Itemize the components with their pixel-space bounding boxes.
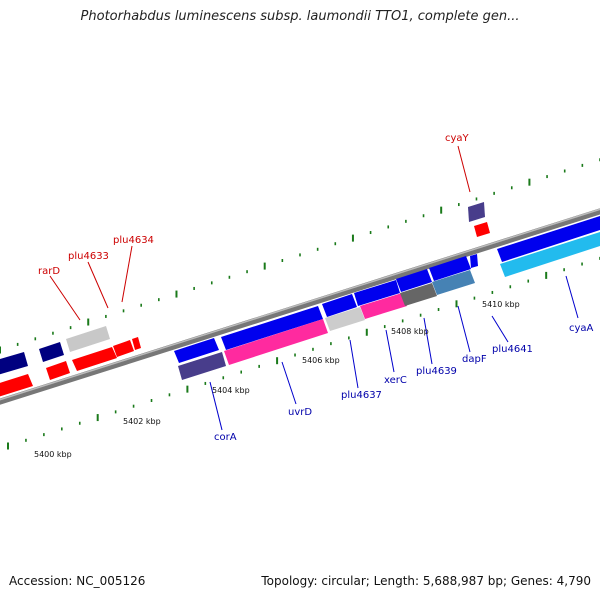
gene-feature[interactable] — [432, 270, 475, 295]
gene-feature[interactable] — [221, 306, 323, 350]
gene-feature[interactable] — [66, 326, 110, 352]
gene-feature[interactable] — [113, 340, 134, 357]
gene-feature[interactable] — [400, 283, 437, 306]
gene-label-corA: corA — [214, 432, 237, 443]
gene-feature[interactable] — [474, 222, 490, 237]
gene-label-plu4639: plu4639 — [416, 366, 457, 377]
gene-label-xerC: xerC — [384, 375, 407, 386]
gene-feature[interactable] — [39, 342, 64, 362]
scale-label: 5402 kbp — [123, 417, 161, 426]
gene-feature[interactable] — [500, 232, 600, 277]
scale-label: 5404 kbp — [212, 386, 250, 395]
gene-feature[interactable] — [360, 293, 407, 319]
gene-label-plu4641: plu4641 — [492, 344, 533, 355]
gene-feature[interactable] — [178, 352, 226, 380]
accession-text: Accession: NC_005126 — [9, 574, 146, 588]
gene-label-cyaY: cyaY — [445, 133, 470, 144]
gene-feature[interactable] — [0, 374, 33, 398]
gene-feature[interactable] — [46, 361, 70, 380]
gene-label-rarD: rarD — [38, 266, 60, 277]
gene-feature[interactable] — [174, 338, 219, 363]
gene-feature[interactable] — [322, 294, 357, 317]
genome-summary-text: Topology: circular; Length: 5,688,987 bp… — [261, 574, 591, 588]
gene-feature[interactable] — [325, 307, 365, 331]
gene-feature[interactable] — [224, 319, 328, 365]
gene-feature[interactable] — [396, 269, 432, 292]
gene-feature[interactable] — [132, 337, 141, 350]
scale-label: 5400 kbp — [34, 450, 72, 459]
gene-feature[interactable] — [468, 202, 485, 222]
scale-labels: 5400 kbp 5402 kbp 5404 kbp 5406 kbp 5408… — [34, 300, 520, 459]
genome-backbone — [0, 208, 600, 405]
scale-label: 5408 kbp — [391, 327, 429, 336]
gene-label-plu4634: plu4634 — [113, 235, 154, 246]
map-title: Photorhabdus luminescens subsp. laumondi… — [80, 9, 520, 24]
gene-label-cyaA: cyaA — [569, 323, 594, 334]
scale-ticks — [0, 158, 600, 450]
gene-feature[interactable] — [497, 216, 600, 262]
gene-label-plu4637: plu4637 — [341, 390, 382, 401]
gene-label-uvrD: uvrD — [288, 407, 312, 418]
gene-feature[interactable] — [429, 256, 471, 281]
gene-labels: cyaY rarD plu4633 plu4634 corA uvrD plu4… — [38, 133, 594, 443]
gene-feature[interactable] — [72, 347, 117, 371]
scale-label: 5406 kbp — [302, 356, 340, 365]
gene-feature[interactable] — [470, 254, 478, 268]
gene-feature[interactable] — [0, 352, 28, 376]
forward-features — [0, 202, 600, 376]
scale-label: 5410 kbp — [482, 300, 520, 309]
gene-label-dapF: dapF — [462, 354, 487, 365]
gene-feature[interactable] — [354, 280, 400, 306]
gene-label-plu4633: plu4633 — [68, 251, 109, 262]
label-connectors — [49, 145, 579, 431]
genome-backbone-highlight — [0, 208, 600, 401]
inner-features — [0, 222, 600, 398]
